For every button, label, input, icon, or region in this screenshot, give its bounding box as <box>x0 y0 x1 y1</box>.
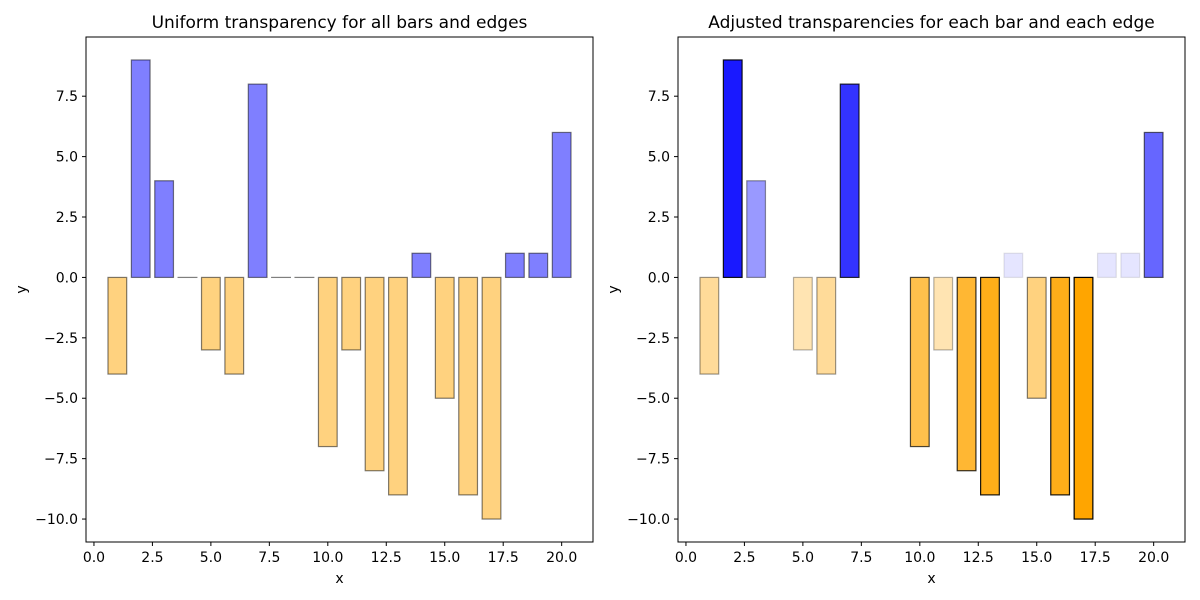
x-tick-label: 20.0 <box>546 550 577 566</box>
x-axis-label: x <box>335 571 343 587</box>
bar <box>130 59 151 279</box>
y-tick-label: 2.5 <box>648 210 670 226</box>
y-tick-label: 0.0 <box>56 270 78 286</box>
y-tick-label: −7.5 <box>44 452 78 468</box>
y-tick-label: −5.0 <box>44 391 78 407</box>
bar <box>933 276 954 351</box>
chart-title: Uniform transparency for all bars and ed… <box>152 13 528 33</box>
y-tick-label: −2.5 <box>44 331 78 347</box>
chart-title: Adjusted transparencies for each bar and… <box>708 13 1154 33</box>
x-tick-label: 10.0 <box>312 550 343 566</box>
bar <box>411 252 432 279</box>
y-tick-label: −5.0 <box>636 391 670 407</box>
bar <box>551 131 572 279</box>
bar <box>364 276 385 472</box>
x-tick-label: 17.5 <box>488 550 519 566</box>
bar <box>247 83 268 279</box>
bar <box>699 276 720 375</box>
bar <box>956 276 977 472</box>
bar <box>980 276 1000 496</box>
x-tick-label: 20.0 <box>1138 550 1169 566</box>
y-tick-label: 0.0 <box>648 270 670 286</box>
x-tick-label: 12.5 <box>963 550 994 566</box>
bar <box>107 276 128 375</box>
x-tick-label: 7.5 <box>850 550 872 566</box>
axes-frame <box>85 36 594 543</box>
y-tick-label: −10.0 <box>35 512 78 528</box>
x-tick-label: 2.5 <box>141 550 163 566</box>
y-tick-label: −2.5 <box>636 331 670 347</box>
x-tick-label: 12.5 <box>371 550 402 566</box>
y-axis-label: y <box>14 285 30 293</box>
y-tick-label: 5.0 <box>648 150 670 166</box>
x-tick-label: 5.0 <box>200 550 222 566</box>
y-tick-label: 7.5 <box>56 89 78 105</box>
bar <box>388 276 408 496</box>
bar <box>481 276 502 520</box>
bar <box>909 276 930 448</box>
axes-frame <box>677 36 1186 543</box>
bar <box>224 276 245 375</box>
bar <box>1073 276 1094 520</box>
bar <box>317 276 338 448</box>
y-tick-label: 7.5 <box>648 89 670 105</box>
y-tick-label: −10.0 <box>627 512 670 528</box>
x-tick-label: 17.5 <box>1080 550 1111 566</box>
bar <box>1003 252 1024 279</box>
bar <box>1096 252 1117 279</box>
bar <box>839 83 860 279</box>
x-tick-label: 0.0 <box>675 550 697 566</box>
bar <box>746 180 767 279</box>
x-tick-label: 0.0 <box>83 550 105 566</box>
x-tick-label: 7.5 <box>258 550 280 566</box>
x-tick-label: 10.0 <box>904 550 935 566</box>
bar <box>1120 252 1141 279</box>
bar <box>1143 131 1164 279</box>
y-axis-label: y <box>606 285 622 293</box>
x-tick-label: 5.0 <box>792 550 814 566</box>
bar <box>434 276 455 399</box>
left-chart-panel: Uniform transparency for all bars and ed… <box>14 13 594 587</box>
bar <box>200 276 221 351</box>
bar <box>458 276 479 496</box>
bar <box>792 276 813 351</box>
bar <box>1050 276 1071 496</box>
bar <box>504 252 525 279</box>
y-tick-label: 2.5 <box>56 210 78 226</box>
x-tick-label: 15.0 <box>1021 550 1052 566</box>
y-tick-label: 5.0 <box>56 150 78 166</box>
right-chart-panel: Adjusted transparencies for each bar and… <box>606 13 1186 587</box>
bar <box>154 180 175 279</box>
bar <box>722 59 743 279</box>
bar <box>341 276 362 351</box>
x-axis-label: x <box>927 571 935 587</box>
bar <box>1026 276 1047 399</box>
x-tick-label: 15.0 <box>429 550 460 566</box>
y-tick-label: −7.5 <box>636 452 670 468</box>
bar <box>528 252 549 279</box>
x-tick-label: 2.5 <box>733 550 755 566</box>
bar <box>816 276 837 375</box>
